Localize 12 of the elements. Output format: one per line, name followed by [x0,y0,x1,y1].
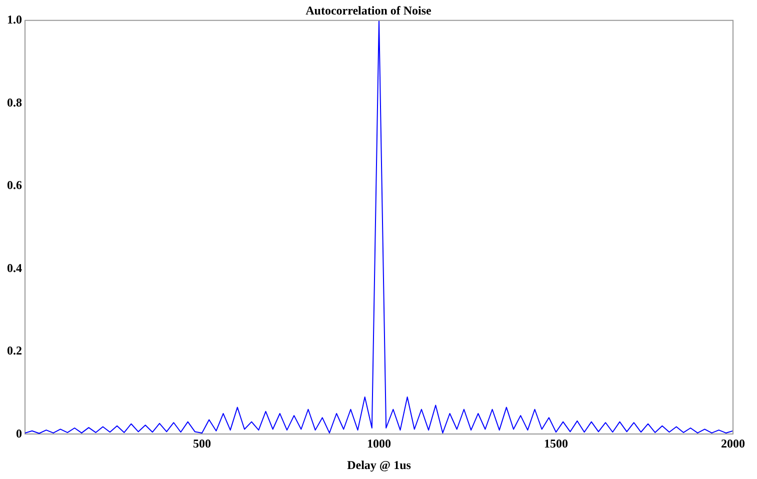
x-tick-label: 1500 [544,436,568,450]
y-tick-label: 0.8 [7,95,22,110]
x-axis-title: Delay @ 1us [347,458,412,472]
y-tick-label: 0.6 [7,178,22,192]
y-tick-label: 0.4 [7,260,22,275]
x-tick-label: 2000 [721,436,745,450]
y-tick-label: 0.2 [7,344,22,358]
x-tick-label: 1000 [367,436,391,450]
y-tick-label: 0 [16,426,22,440]
x-tick-label: 500 [193,436,211,450]
chart-title: Autocorrelation of Noise [306,3,432,18]
y-tick-label: 1.0 [7,12,22,26]
